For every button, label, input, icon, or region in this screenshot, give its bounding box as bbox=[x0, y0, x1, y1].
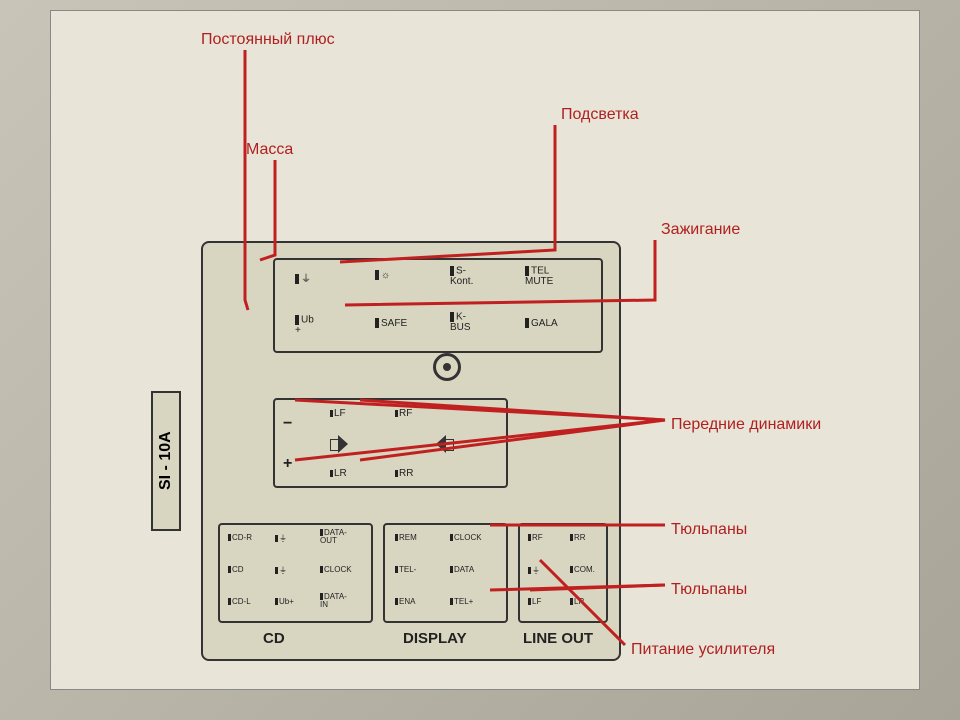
pin-rem: REM bbox=[395, 533, 417, 542]
pin-ub-plus: Ub + bbox=[295, 315, 314, 336]
annotation-ground: Масса bbox=[246, 141, 293, 159]
pin-safe: SAFE bbox=[375, 318, 407, 329]
pin-light: ☼ bbox=[375, 270, 390, 281]
annotation-rca1: Тюльпаны bbox=[671, 521, 747, 539]
pin-cdl: CD-L bbox=[228, 597, 251, 606]
pin-ground: ⏚ bbox=[295, 270, 311, 285]
paper-background: SI - 10A ⏚ ☼ S- Kont. TEL MUTE Ub + SAFE… bbox=[50, 10, 920, 690]
pin-dataout: DATA- OUT bbox=[320, 529, 347, 545]
pin-lo-lf: LF bbox=[528, 597, 541, 606]
pin-tel-plus: TEL+ bbox=[450, 597, 473, 606]
pin-data: DATA bbox=[450, 565, 474, 574]
speaker-minus: − bbox=[283, 415, 292, 433]
pin-lo-rr: RR bbox=[570, 533, 586, 542]
pin-tel-minus: TEL- bbox=[395, 565, 416, 574]
pin-rr: RR bbox=[395, 468, 413, 479]
pin-cd-ubplus: Ub+ bbox=[275, 597, 294, 606]
side-label-si10a: SI - 10A bbox=[151, 391, 181, 531]
connector-housing: ⏚ ☼ S- Kont. TEL MUTE Ub + SAFE K- BUS G… bbox=[201, 241, 621, 661]
pin-ena: ENA bbox=[395, 597, 415, 606]
top-power-block: ⏚ ☼ S- Kont. TEL MUTE Ub + SAFE K- BUS G… bbox=[273, 258, 603, 353]
pin-cdr: CD-R bbox=[228, 533, 252, 542]
pin-lf: LF bbox=[330, 408, 346, 419]
annotation-perm-plus: Постоянный плюс bbox=[201, 31, 335, 49]
pin-cd-gnd2: ⏚ bbox=[275, 565, 287, 576]
pin-cd-clock: CLOCK bbox=[320, 565, 352, 574]
annotation-backlight: Подсветка bbox=[561, 106, 639, 124]
pin-lr: LR bbox=[330, 468, 347, 479]
section-label-display: DISPLAY bbox=[403, 630, 467, 647]
speaker-block: − + LF RF LR RR bbox=[273, 398, 508, 488]
speaker-icon-right bbox=[430, 435, 454, 453]
annotation-front-speakers: Передние динамики bbox=[671, 416, 821, 434]
pin-tel-mute: TEL MUTE bbox=[525, 266, 553, 287]
lineout-block: RF RR ⏚ COM. LF LR bbox=[518, 523, 608, 623]
pin-com: COM. bbox=[570, 565, 595, 574]
antenna-socket bbox=[433, 353, 461, 381]
cd-block: CD-R ⏚ DATA- OUT CD ⏚ CLOCK CD-L Ub+ DAT… bbox=[218, 523, 373, 623]
pin-skont: S- Kont. bbox=[450, 266, 473, 287]
pin-disp-clock: CLOCK bbox=[450, 533, 482, 542]
speaker-icon-left bbox=[330, 435, 354, 453]
pin-lo-lr: LR bbox=[570, 597, 584, 606]
pin-datain: DATA- IN bbox=[320, 593, 347, 609]
annotation-rca2: Тюльпаны bbox=[671, 581, 747, 599]
pin-kbus: K- BUS bbox=[450, 312, 471, 333]
section-label-lineout: LINE OUT bbox=[523, 630, 593, 647]
pin-gala: GALA bbox=[525, 318, 558, 329]
annotation-amp-power: Питание усилителя bbox=[631, 641, 775, 659]
pin-lo-rf: RF bbox=[528, 533, 543, 542]
section-label-cd: CD bbox=[263, 630, 285, 647]
pin-cd: CD bbox=[228, 565, 244, 574]
speaker-plus: + bbox=[283, 455, 292, 473]
display-block: REM CLOCK TEL- DATA ENA TEL+ bbox=[383, 523, 508, 623]
pin-rf: RF bbox=[395, 408, 412, 419]
annotation-ignition: Зажигание bbox=[661, 221, 740, 239]
pin-lo-gnd: ⏚ bbox=[528, 565, 540, 576]
pin-cd-gnd1: ⏚ bbox=[275, 533, 287, 544]
